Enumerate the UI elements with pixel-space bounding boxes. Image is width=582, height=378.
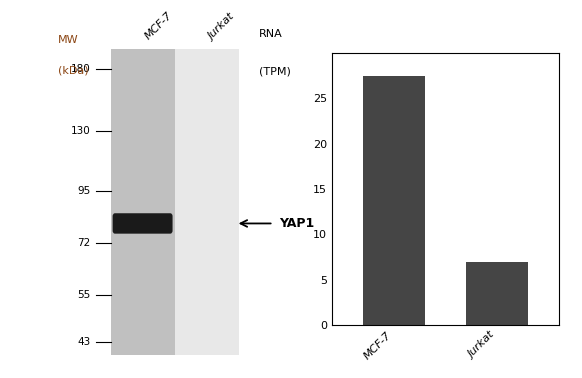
Text: 95: 95 — [77, 186, 90, 196]
Text: 72: 72 — [77, 239, 90, 248]
Text: (kDa): (kDa) — [58, 66, 89, 76]
Text: 130: 130 — [70, 126, 90, 136]
Bar — [111, 49, 175, 355]
Text: 43: 43 — [77, 336, 90, 347]
Text: 55: 55 — [77, 290, 90, 300]
Bar — [466, 262, 528, 325]
Bar — [175, 49, 239, 355]
Bar — [363, 76, 425, 325]
Text: YAP1: YAP1 — [279, 217, 315, 230]
Text: 180: 180 — [70, 64, 90, 74]
Text: (TPM): (TPM) — [259, 67, 291, 76]
Text: MW: MW — [58, 36, 79, 45]
FancyBboxPatch shape — [113, 213, 172, 234]
Text: RNA: RNA — [259, 29, 283, 39]
Text: Jurkat: Jurkat — [207, 11, 237, 42]
Text: MCF-7: MCF-7 — [143, 10, 174, 42]
